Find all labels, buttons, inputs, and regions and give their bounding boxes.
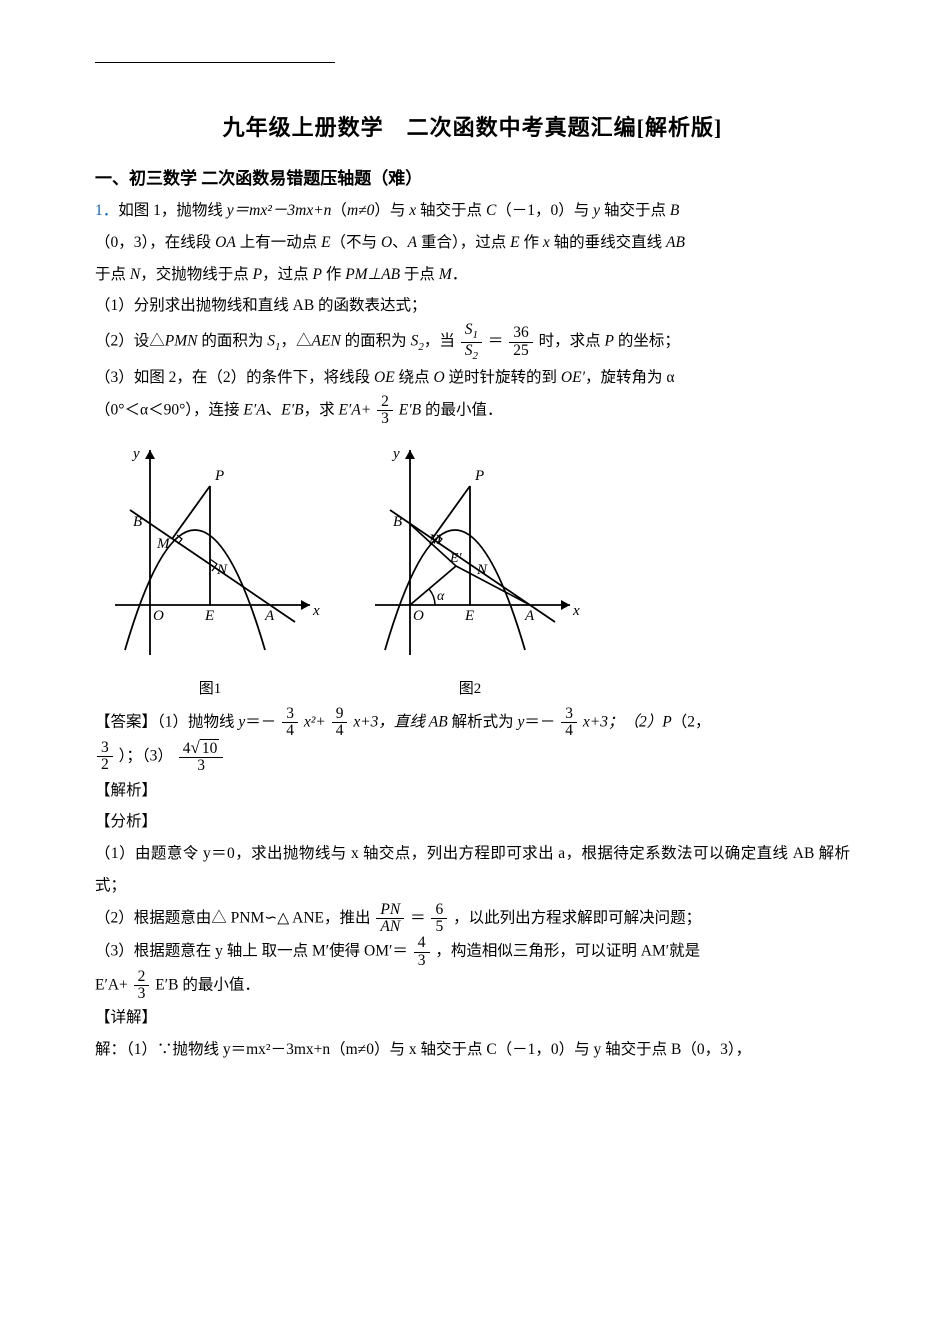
- svg-text:A: A: [264, 608, 275, 624]
- fraction-4-3: 43: [414, 935, 430, 969]
- figure-2: B O E A P M N E′ α x y 图2: [355, 440, 585, 698]
- svg-text:M: M: [428, 532, 443, 548]
- figure-1: B O E A P M N x y 图1: [95, 440, 325, 698]
- figure-1-caption: 图1: [95, 677, 325, 698]
- svg-text:B: B: [393, 514, 402, 530]
- svg-text:B: B: [133, 514, 142, 530]
- fraction-s1-s2: S1S2: [461, 322, 482, 362]
- svg-text:E: E: [464, 608, 474, 624]
- fraction-3-2: 32: [97, 740, 113, 774]
- svg-text:α: α: [437, 589, 445, 604]
- problem-number: 1．: [95, 202, 118, 219]
- fraction-2-3: 23: [377, 394, 393, 428]
- detail-1: 解：（1）∵抛物线 y＝mx²－3mx+n（m≠0）与 x 轴交于点 C（－1，…: [95, 1034, 850, 1066]
- jiexi-label: 【解析】: [95, 775, 850, 807]
- figure-2-caption: 图2: [355, 677, 585, 698]
- analysis-3: （3）根据题意在 y 轴上 取一点 M′使得 OM′＝ 43 ，构造相似三角形，…: [95, 935, 850, 1002]
- analysis-2: （2）根据题意由△ PNM∽△ ANE，推出 PNAN ＝ 65 ，以此列出方程…: [95, 902, 850, 936]
- fraction-pn-an: PNAN: [376, 902, 404, 936]
- fraction-36-25: 3625: [509, 325, 533, 359]
- svg-text:P: P: [474, 468, 484, 484]
- fraction-9-4: 94: [332, 706, 348, 740]
- figure-1-svg: B O E A P M N x y: [95, 440, 325, 670]
- question-1: （1）分别求出抛物线和直线 AB 的函数表达式；: [95, 290, 850, 322]
- problem-statement: 1．如图 1，抛物线 y＝mx²－3mx+n（m≠0）与 x 轴交于点 C（－1…: [95, 195, 850, 290]
- question-2: （2）设△PMN 的面积为 S1，△AEN 的面积为 S2，当 S1S2 ＝ 3…: [95, 322, 850, 362]
- fraction-2-3-b: 23: [134, 969, 150, 1003]
- svg-text:y: y: [391, 446, 400, 462]
- answer-block: 【答案】（1）抛物线 y＝－ 34 x²+ 94 x+3，直线 AB 解析式为 …: [95, 706, 850, 775]
- answer-label: 【答案】: [95, 713, 157, 730]
- svg-text:A: A: [524, 608, 535, 624]
- fraction-4sqrt10-3: 4√10 3: [179, 739, 224, 775]
- page-title: 九年级上册数学 二次函数中考真题汇编[解析版]: [95, 110, 850, 142]
- svg-text:N: N: [216, 562, 228, 578]
- question-3: （3）如图 2，在（2）的条件下，将线段 OE 绕点 O 逆时针旋转的到 OE′…: [95, 362, 850, 427]
- svg-text:E: E: [204, 608, 214, 624]
- svg-text:O: O: [413, 608, 424, 624]
- svg-text:x: x: [572, 603, 580, 619]
- xiangjie-label: 【详解】: [95, 1002, 850, 1034]
- header-rule: [95, 62, 335, 63]
- svg-text:O: O: [153, 608, 164, 624]
- svg-text:x: x: [312, 603, 320, 619]
- fenxi-label: 【分析】: [95, 806, 850, 838]
- figure-2-svg: B O E A P M N E′ α x y: [355, 440, 585, 670]
- fraction-3-4-a: 34: [282, 706, 298, 740]
- figures-row: B O E A P M N x y 图1: [95, 440, 850, 698]
- fraction-3-4-b: 34: [561, 706, 577, 740]
- svg-text:N: N: [476, 562, 488, 578]
- svg-text:P: P: [214, 468, 224, 484]
- section-heading: 一、初三数学 二次函数易错题压轴题（难）: [95, 164, 850, 189]
- svg-text:M: M: [156, 536, 171, 552]
- svg-text:E′: E′: [449, 551, 463, 566]
- analysis-1: （1）由题意令 y＝0，求出抛物线与 x 轴交点，列出方程即可求出 a，根据待定…: [95, 838, 850, 902]
- svg-text:y: y: [131, 446, 140, 462]
- fraction-6-5: 65: [431, 902, 447, 936]
